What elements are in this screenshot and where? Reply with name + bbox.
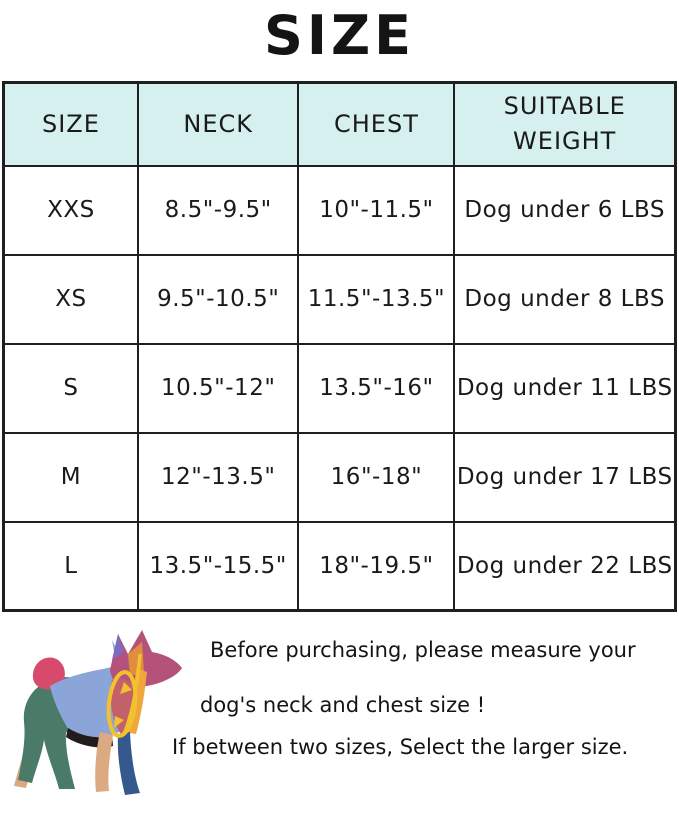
- column-header-size: SIZE: [2, 81, 139, 167]
- cell-neck: 8.5"-9.5": [136, 164, 300, 256]
- cell-weight: Dog under 22 LBS: [453, 520, 677, 612]
- cell-chest: 11.5"-13.5": [297, 253, 456, 345]
- column-header-weight: SUITABLE WEIGHT: [453, 81, 677, 167]
- cell-chest: 16"-18": [297, 431, 456, 523]
- note-line: Before purchasing, please measure your: [210, 638, 636, 662]
- note-line: If between two sizes, Select the larger …: [172, 735, 629, 759]
- column-header-chest: CHEST: [297, 81, 456, 167]
- cell-neck: 13.5"-15.5": [136, 520, 300, 612]
- measurement-note: Before purchasing, please measure your d…: [172, 632, 679, 759]
- cell-size: L: [2, 520, 139, 612]
- cell-neck: 12"-13.5": [136, 431, 300, 523]
- table-row: L 13.5"-15.5" 18"-19.5" Dog under 22 LBS: [2, 520, 677, 612]
- cell-size: M: [2, 431, 139, 523]
- cell-size: XXS: [2, 164, 139, 256]
- column-header-neck: NECK: [136, 81, 300, 167]
- table-row: XS 9.5"-10.5" 11.5"-13.5" Dog under 8 LB…: [2, 253, 677, 345]
- table-row: XXS 8.5"-9.5" 10"-11.5" Dog under 6 LBS: [2, 164, 677, 256]
- note-line: dog's neck and chest size !: [200, 693, 486, 717]
- cell-size: XS: [2, 253, 139, 345]
- cell-weight: Dog under 6 LBS: [453, 164, 677, 256]
- cell-chest: 18"-19.5": [297, 520, 456, 612]
- table-header-row: SIZE NECK CHEST SUITABLE WEIGHT: [2, 81, 677, 167]
- table-row: S 10.5"-12" 13.5"-16" Dog under 11 LBS: [2, 342, 677, 434]
- measurement-note-section: Before purchasing, please measure your d…: [0, 612, 679, 798]
- page-title: SIZE: [263, 4, 416, 67]
- cell-chest: 10"-11.5": [297, 164, 456, 256]
- cell-chest: 13.5"-16": [297, 342, 456, 434]
- cell-neck: 9.5"-10.5": [136, 253, 300, 345]
- cell-weight: Dog under 17 LBS: [453, 431, 677, 523]
- size-table: SIZE NECK CHEST SUITABLE WEIGHT XXS 8.5"…: [2, 81, 677, 612]
- cell-weight: Dog under 11 LBS: [453, 342, 677, 434]
- dog-measurement-illustration-icon: [14, 630, 182, 795]
- cell-neck: 10.5"-12": [136, 342, 300, 434]
- cell-weight: Dog under 8 LBS: [453, 253, 677, 345]
- table-row: M 12"-13.5" 16"-18" Dog under 17 LBS: [2, 431, 677, 523]
- cell-size: S: [2, 342, 139, 434]
